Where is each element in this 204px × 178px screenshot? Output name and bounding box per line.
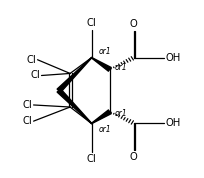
Polygon shape (91, 57, 111, 71)
Text: Cl: Cl (86, 154, 96, 164)
Text: O: O (129, 152, 137, 162)
Polygon shape (57, 57, 91, 92)
Text: or1: or1 (114, 109, 127, 118)
Text: Cl: Cl (22, 100, 32, 110)
Text: or1: or1 (98, 47, 111, 56)
Polygon shape (91, 110, 111, 124)
Text: Cl: Cl (26, 55, 36, 65)
Text: or1: or1 (114, 64, 127, 72)
Text: or1: or1 (98, 125, 111, 134)
Polygon shape (57, 89, 91, 124)
Text: Cl: Cl (30, 70, 40, 80)
Text: O: O (129, 19, 137, 29)
Text: OH: OH (164, 53, 180, 63)
Text: Cl: Cl (22, 116, 32, 126)
Text: Cl: Cl (86, 17, 96, 28)
Text: OH: OH (164, 118, 180, 128)
